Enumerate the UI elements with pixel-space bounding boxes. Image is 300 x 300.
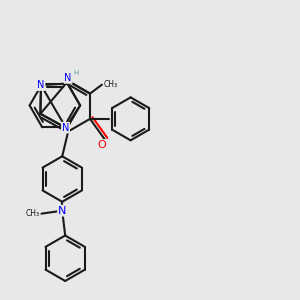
Text: CH₃: CH₃ (103, 80, 118, 89)
Text: CH₃: CH₃ (26, 209, 40, 218)
Text: N: N (62, 123, 69, 133)
Text: N: N (64, 73, 72, 83)
Text: H: H (73, 70, 78, 76)
Text: O: O (97, 140, 106, 150)
Text: N: N (58, 206, 66, 216)
Text: N: N (37, 80, 45, 90)
